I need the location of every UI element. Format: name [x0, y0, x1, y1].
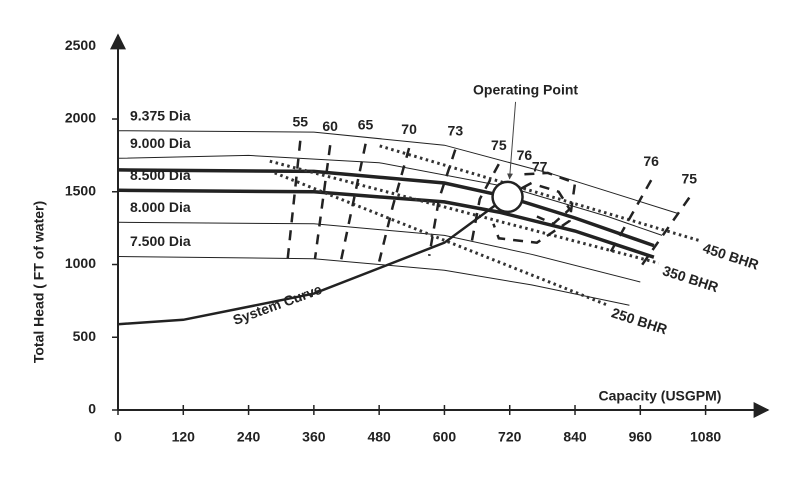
head-curve: [117, 221, 641, 283]
efficiency-label: 60: [322, 118, 338, 134]
efficiency-line: [606, 179, 653, 258]
operating-point-arrow: [506, 101, 517, 180]
head-curve: [117, 168, 655, 248]
operating-point-label: Operating Point: [473, 82, 578, 98]
x-tick-label: 0: [114, 429, 122, 445]
efficiency-label: 55: [292, 114, 308, 130]
y-tick-label: 0: [88, 401, 96, 417]
x-tick-label: 360: [302, 429, 326, 445]
x-tick-label: 1080: [690, 429, 721, 445]
efficiency-label: 77: [532, 159, 548, 175]
efficiency-line: [470, 163, 500, 243]
system-curve-label: System Curve: [231, 281, 324, 328]
y-tick-label: 1500: [65, 182, 96, 198]
operating-point: [491, 180, 524, 214]
power-label: 450 BHR: [701, 240, 761, 273]
efficiency-line: [536, 184, 572, 226]
efficiency-line: [313, 145, 332, 259]
efficiency-line: [492, 171, 577, 244]
efficiency-line: [286, 140, 302, 259]
head-curve: [117, 256, 630, 306]
efficiency-line: [339, 143, 367, 261]
efficiency-label: 76: [643, 153, 659, 169]
head-curve: [117, 130, 679, 215]
x-tick-label: 840: [563, 429, 587, 445]
diameter-label: 9.375 Dia: [130, 107, 191, 123]
efficiency-line: [377, 147, 411, 262]
x-tick-label: 720: [498, 429, 522, 445]
power-label: 250 BHR: [610, 304, 670, 337]
x-tick-label: 480: [367, 429, 391, 445]
x-axis-label: Capacity (USGPM): [599, 388, 722, 404]
head-curve: [117, 188, 655, 259]
head-curve: [117, 154, 663, 236]
efficiency-label: 75: [491, 137, 507, 153]
diameter-label: 8.500 Dia: [130, 167, 191, 183]
diameter-label: 9.000 Dia: [130, 135, 191, 151]
efficiency-line: [427, 149, 457, 257]
y-axis-label: Total Head ( FT of water): [31, 201, 47, 363]
y-tick-label: 2000: [65, 110, 96, 126]
diameter-label: 8.000 Dia: [130, 199, 191, 215]
efficiency-label: 70: [401, 121, 417, 137]
x-tick-label: 960: [629, 429, 653, 445]
x-tick-label: 600: [433, 429, 457, 445]
x-tick-label: 120: [172, 429, 196, 445]
diameter-label: 7.500 Dia: [130, 233, 191, 249]
efficiency-label: 76: [517, 147, 533, 163]
efficiency-label: 73: [448, 122, 464, 138]
y-tick-label: 2500: [65, 37, 96, 53]
efficiency-line: [639, 196, 691, 269]
efficiency-label: 75: [681, 170, 697, 186]
power-line: [379, 144, 700, 242]
power-line: [269, 159, 660, 265]
y-tick-label: 1000: [65, 255, 96, 271]
efficiency-label: 65: [358, 116, 374, 132]
y-tick-label: 500: [73, 328, 97, 344]
x-tick-label: 240: [237, 429, 261, 445]
power-label: 350 BHR: [661, 262, 721, 295]
